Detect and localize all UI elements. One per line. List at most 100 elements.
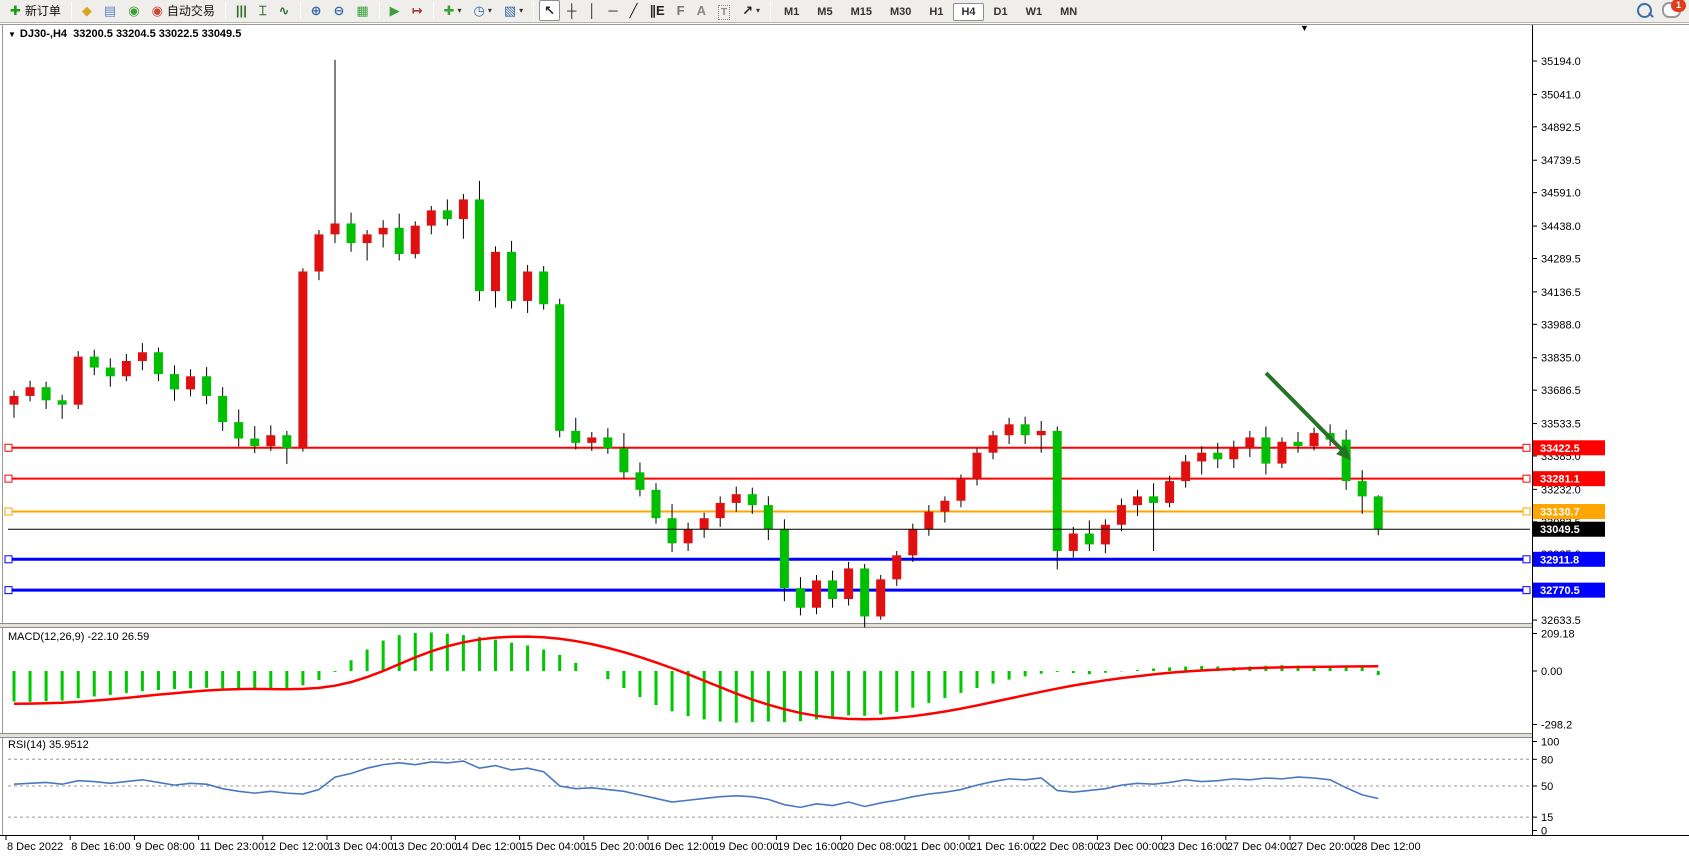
- price-label-text: 33130.7: [1540, 507, 1580, 519]
- dropdown-caret-icon: ▾: [756, 5, 761, 15]
- candle-body: [731, 494, 741, 503]
- line-handle[interactable]: [1522, 474, 1531, 483]
- bar-chart-icon: |||: [235, 2, 247, 18]
- gold-button[interactable]: ◆: [77, 0, 97, 21]
- crosshair-button[interactable]: ┼: [562, 0, 581, 21]
- rsi-tick-label: 15: [1541, 812, 1553, 824]
- price-label-text: 32911.8: [1540, 554, 1579, 566]
- auto-scroll-button[interactable]: ▶: [385, 0, 405, 21]
- price-axis[interactable]: 35194.0 35041.0 34892.5 34739.5 34591.0 34438…: [1532, 56, 1605, 838]
- vertical-line-button[interactable]: │: [583, 0, 601, 21]
- candle-body: [956, 478, 966, 501]
- horizontal-line-button[interactable]: ─: [603, 0, 622, 21]
- cursor-button[interactable]: ↖: [539, 0, 561, 21]
- timeframe-h1[interactable]: H1: [929, 6, 944, 18]
- periods-button[interactable]: ◷ ▾: [469, 0, 497, 21]
- candle-body: [1213, 452, 1223, 460]
- candle-body: [250, 438, 260, 447]
- candle-body: [121, 361, 131, 377]
- price-tick-label: 33988.0: [1541, 319, 1581, 331]
- line-handle[interactable]: [4, 507, 13, 516]
- candle-body: [988, 435, 998, 453]
- arrows-button[interactable]: ↗ ▾: [737, 0, 765, 21]
- line-handle[interactable]: [4, 555, 13, 564]
- timeframe-m1[interactable]: M1: [784, 6, 800, 18]
- macd-panel: [12, 632, 1380, 723]
- zoom-in-icon: ⊕: [310, 2, 322, 18]
- autotrading-button-label: 自动交易: [166, 3, 215, 18]
- horizontal-line-icon: ─: [608, 2, 618, 18]
- time-tick-label: 27 Dec 20:00: [1291, 841, 1356, 853]
- candle-body: [394, 227, 404, 255]
- fibonacci-button[interactable]: F: [672, 0, 690, 21]
- symbol-dropdown-arrow[interactable]: ▼: [8, 30, 16, 39]
- templates-button[interactable]: ▧ ▾: [499, 0, 528, 21]
- candlestick-chart-button[interactable]: ⌶: [254, 0, 272, 21]
- arrows-icon: ↗: [742, 2, 753, 18]
- time-tick-label: 21 Dec 16:00: [970, 841, 1035, 853]
- candle-body: [539, 271, 549, 305]
- time-tick-label: 8 Dec 2022: [7, 841, 63, 853]
- line-handle[interactable]: [4, 474, 13, 483]
- bar-chart-button[interactable]: |||: [231, 0, 252, 21]
- candle-body: [426, 210, 436, 226]
- candle-body: [1100, 524, 1110, 545]
- timeframe-m15[interactable]: M15: [850, 6, 872, 18]
- indicators-button[interactable]: ✚ ▾: [439, 0, 467, 21]
- candle-body: [635, 472, 645, 490]
- line-handle[interactable]: [1522, 443, 1531, 452]
- zoom-out-button[interactable]: ⊖: [328, 0, 349, 21]
- toolbar-buttons: ✚ 新订单 ◆ ▤ ◉ ◉ 自动交易 ||| ⌶ ∿ ⊕ ⊖ ▦ ▶ ↦ ✚ ▾ ◷ ▾ ▧ ▾ ↖ ┼ │ ─ ╱ ∥E F A T ↗ ▾: [4, 0, 775, 23]
- timeframe-w1[interactable]: W1: [1025, 6, 1043, 18]
- line-handle[interactable]: [1522, 507, 1531, 516]
- line-chart-button[interactable]: ∿: [274, 0, 295, 21]
- autotrading-icon: ◉: [151, 2, 163, 18]
- autotrading-button[interactable]: ◉ 自动交易: [147, 0, 220, 21]
- timeframe-m30[interactable]: M30: [889, 6, 912, 18]
- macd-signal-line: [13, 635, 1379, 721]
- signals-button[interactable]: ◉: [123, 0, 144, 21]
- line-handle[interactable]: [1522, 586, 1531, 595]
- chat-icon[interactable]: 1: [1662, 0, 1686, 18]
- text-button[interactable]: A: [692, 0, 711, 21]
- zoom-in-button[interactable]: ⊕: [306, 0, 327, 21]
- candle-body: [153, 352, 163, 375]
- candle-body: [186, 376, 196, 390]
- annotation-arrow[interactable]: [1264, 371, 1351, 460]
- price-tick-label: 33232.0: [1541, 484, 1581, 496]
- price-label-box: [1533, 551, 1605, 567]
- rsi-tick-label: 50: [1541, 781, 1553, 793]
- price-tick-label: 34739.5: [1541, 155, 1581, 167]
- timeframe-h4[interactable]: H4: [953, 3, 984, 21]
- price-label-text: 32770.5: [1540, 585, 1580, 597]
- tile-windows-button[interactable]: ▦: [351, 0, 373, 21]
- candle-body: [1197, 452, 1207, 462]
- line-handle[interactable]: [4, 586, 13, 595]
- candle-body: [860, 568, 870, 617]
- time-tick-label: 9 Dec 08:00: [135, 841, 194, 853]
- new-order-button[interactable]: ✚ 新订单: [5, 0, 66, 21]
- timeframe-mn[interactable]: MN: [1060, 6, 1078, 18]
- candle-body: [1020, 424, 1030, 436]
- time-tick-label: 23 Dec 16:00: [1163, 841, 1228, 853]
- time-axis[interactable]: 8 Dec 2022 8 Dec 16:00 9 Dec 08:00 11 Dec 2…: [5, 836, 1421, 853]
- candle-body: [282, 435, 292, 449]
- line-handle[interactable]: [4, 443, 13, 452]
- candle-body: [523, 271, 533, 301]
- timeframe-d1[interactable]: D1: [993, 6, 1008, 18]
- scroll-to-end-icon[interactable]: ▼: [1300, 23, 1309, 33]
- timeframe-m5[interactable]: M5: [817, 6, 833, 18]
- candle-body: [137, 352, 147, 361]
- line-handle[interactable]: [1522, 555, 1531, 564]
- terminal-button[interactable]: ▤: [99, 0, 121, 21]
- chart-shift-button[interactable]: ↦: [407, 0, 428, 21]
- candle-body: [170, 374, 179, 390]
- search-icon[interactable]: [1637, 2, 1652, 18]
- timeframe-buttons: M1 M5 M15 M30 H1 H4 D1 W1 MN: [775, 2, 1086, 21]
- price-tick-label: 33835.0: [1541, 353, 1581, 365]
- trendline-button[interactable]: ╱: [625, 0, 643, 21]
- candle-body: [763, 505, 773, 530]
- equidistant-channel-button[interactable]: ∥E: [644, 0, 669, 21]
- text-label-button[interactable]: T: [713, 2, 735, 23]
